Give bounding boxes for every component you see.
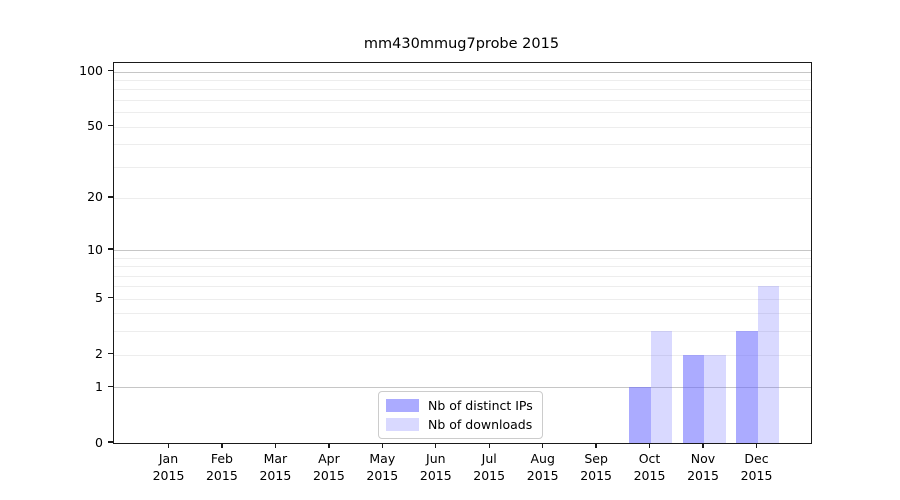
x-tick-label-month: Jul — [481, 451, 497, 466]
x-tick-label-year: 2015 — [366, 467, 399, 483]
gridline-minor — [114, 354, 811, 356]
y-tick-label: 1 — [95, 378, 103, 394]
x-tick-mark — [435, 443, 437, 448]
x-tick-label-month: Aug — [530, 451, 555, 466]
gridline-minor — [114, 286, 811, 288]
x-tick-label: Nov 2015 — [671, 451, 735, 484]
gridline-minor — [114, 99, 811, 101]
y-tick-label: 100 — [79, 63, 103, 78]
gridline-minor — [114, 197, 811, 199]
gridline-minor — [114, 79, 811, 81]
y-tick-mark — [108, 352, 113, 355]
gridline-minor — [114, 112, 811, 114]
x-tick-mark — [755, 443, 758, 448]
x-tick-label-month: Feb — [210, 451, 233, 466]
bar-nb-of-distinct-ips — [682, 354, 704, 443]
x-tick-label-year: 2015 — [687, 467, 719, 483]
y-tick-mark — [108, 297, 113, 299]
x-tick-label-month: Jun — [426, 451, 446, 466]
x-tick-label-year: 2015 — [633, 467, 666, 483]
bar-nb-of-downloads — [650, 331, 672, 443]
legend-entry-nb-of-downloads: Nb of downloads — [386, 417, 533, 432]
gridline-minor — [114, 166, 811, 168]
gridline-minor — [114, 313, 811, 315]
x-tick-mark — [221, 443, 223, 448]
bar-nb-of-distinct-ips — [736, 331, 758, 443]
y-tick-mark — [108, 248, 113, 250]
x-tick-label: Aug 2015 — [511, 451, 575, 484]
x-tick-mark — [167, 443, 170, 448]
x-tick-label: Sep 2015 — [564, 451, 628, 484]
x-tick-mark — [328, 443, 330, 448]
x-tick-label-month: Jan — [158, 451, 179, 466]
x-tick-label-month: Nov — [690, 451, 716, 466]
gridline-minor — [114, 89, 811, 91]
y-tick-label: 0 — [95, 434, 103, 450]
x-tick-label-month: May — [369, 451, 396, 466]
y-tick-mark — [108, 441, 113, 443]
x-tick-label-year: 2015 — [259, 467, 292, 483]
y-tick-label: 50 — [87, 118, 103, 133]
x-tick-mark — [488, 443, 490, 448]
bar-nb-of-distinct-ips — [629, 387, 651, 443]
x-tick-label-month: Mar — [263, 451, 288, 466]
x-tick-mark — [595, 443, 597, 448]
x-tick-mark — [274, 443, 277, 448]
x-tick-label: Apr 2015 — [297, 451, 361, 484]
x-tick-mark — [648, 443, 651, 448]
gridline-major — [114, 71, 811, 73]
bar-nb-of-downloads — [704, 354, 726, 443]
legend-swatch-nb-of-distinct-ips — [386, 399, 419, 412]
y-tick-mark — [108, 385, 113, 387]
x-tick-label: Mar 2015 — [243, 451, 307, 484]
gridline-major — [114, 250, 811, 252]
x-tick-label-year: 2015 — [152, 467, 185, 483]
gridline-minor — [114, 144, 811, 146]
gridline-minor — [114, 331, 811, 333]
x-tick-label-month: Oct — [638, 451, 661, 466]
y-tick-mark — [108, 124, 113, 127]
x-tick-label: Feb 2015 — [190, 451, 254, 484]
x-tick-label-month: Apr — [318, 451, 340, 466]
x-tick-label-year: 2015 — [419, 467, 452, 483]
x-tick-label: May 2015 — [350, 451, 414, 484]
y-tick-mark — [108, 69, 113, 72]
legend-entry-nb-of-distinct-ips: Nb of distinct IPs — [386, 398, 533, 413]
legend-label: Nb of downloads — [428, 417, 533, 432]
bar-nb-of-downloads — [757, 286, 779, 443]
x-tick-label: Dec 2015 — [725, 451, 789, 484]
x-tick-label-year: 2015 — [312, 467, 345, 483]
gridline-minor — [114, 298, 811, 300]
plot-area — [113, 62, 812, 444]
gridline-major — [114, 387, 811, 389]
y-tick-label: 20 — [87, 189, 103, 205]
x-tick-label: Jan 2015 — [137, 451, 201, 484]
y-tick-mark — [108, 196, 113, 198]
y-tick-label: 2 — [95, 346, 103, 362]
legend-label: Nb of distinct IPs — [428, 398, 533, 413]
gridline-minor — [114, 257, 811, 259]
gridline-minor — [114, 275, 811, 277]
gridline-minor — [114, 126, 811, 128]
legend: Nb of distinct IPs Nb of downloads — [378, 391, 543, 439]
x-tick-label: Oct 2015 — [618, 451, 682, 484]
x-tick-mark — [542, 443, 544, 448]
x-tick-label-year: 2015 — [740, 467, 773, 483]
x-tick-label-month: Sep — [584, 451, 608, 466]
chart-title: mm430mmug7probe 2015 — [363, 36, 560, 52]
x-tick-label-year: 2015 — [526, 467, 559, 483]
x-tick-label-month: Dec — [744, 451, 769, 466]
x-tick-label: Jun 2015 — [404, 451, 468, 484]
x-tick-label-year: 2015 — [205, 467, 238, 483]
x-tick-label-year: 2015 — [473, 467, 506, 483]
x-tick-mark — [381, 443, 383, 448]
x-tick-label: Jul 2015 — [457, 451, 521, 484]
x-tick-label-year: 2015 — [580, 467, 612, 483]
gridline-minor — [114, 266, 811, 268]
legend-swatch-nb-of-downloads — [386, 418, 419, 431]
y-tick-label: 10 — [87, 241, 103, 257]
x-tick-mark — [702, 443, 704, 448]
y-tick-label: 5 — [95, 290, 103, 306]
